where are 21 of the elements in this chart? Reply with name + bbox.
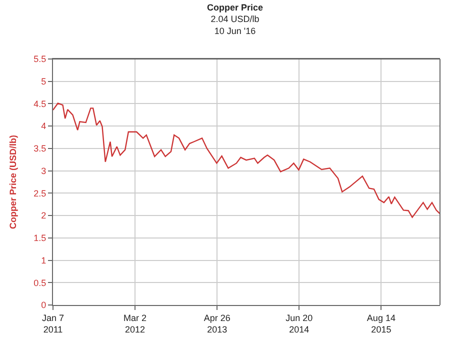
y-tick-label: 1.5 bbox=[34, 233, 46, 244]
y-tick-label: 2.5 bbox=[34, 188, 46, 198]
x-tick-label: Mar 2 2012 bbox=[124, 312, 147, 334]
y-tick-label: 4 bbox=[41, 121, 46, 132]
line-series bbox=[53, 102, 440, 218]
y-tick-label: 3 bbox=[41, 166, 46, 176]
x-tick-label: Apr 26 2013 bbox=[204, 312, 230, 334]
y-tick-label: 3.5 bbox=[34, 144, 46, 154]
y-tick-label: 5 bbox=[41, 76, 46, 87]
x-tick-label: Aug 14 2015 bbox=[366, 312, 396, 334]
y-tick-label: 0.5 bbox=[34, 278, 46, 288]
y-tick-label: 0 bbox=[41, 300, 46, 310]
y-tick-label: 4.5 bbox=[34, 98, 46, 109]
y-tick-label: 5.5 bbox=[34, 54, 46, 64]
y-tick-label: 1 bbox=[41, 255, 46, 266]
y-axis-title: Copper Price (USD/lb) bbox=[8, 134, 18, 230]
chart-subtitle: 2.04 USD/lb 10 Jun '16 bbox=[210, 14, 260, 36]
x-tick-label: Jan 7 2011 bbox=[42, 312, 64, 334]
chart-title: Copper Price bbox=[206, 2, 264, 12]
y-tick-label: 2 bbox=[41, 210, 46, 221]
x-tick-label: Jun 20 2014 bbox=[286, 312, 313, 334]
